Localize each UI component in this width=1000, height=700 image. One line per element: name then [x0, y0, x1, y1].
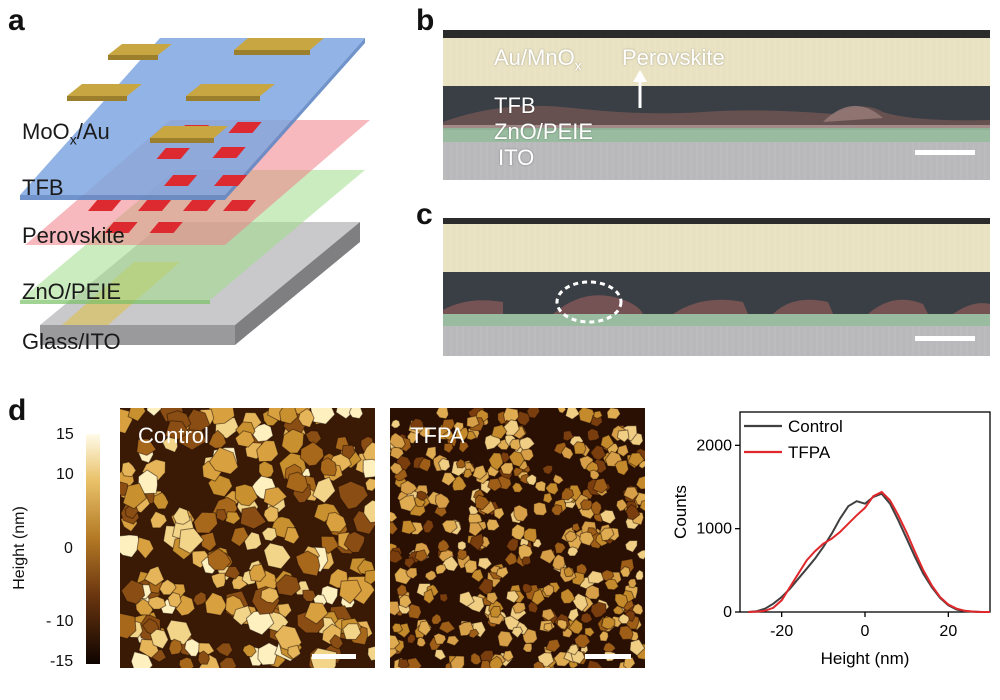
sem-label-ito: ITO: [498, 145, 535, 170]
afm-image-control: [120, 408, 375, 668]
void-highlight-circle: [555, 280, 623, 324]
layer-label-glass-ito: Glass/ITO: [22, 329, 121, 354]
scale-bar-c: [915, 336, 975, 341]
legend-label-control: Control: [788, 417, 843, 436]
sem-image-b: [443, 30, 990, 180]
colorbar-tick-minus15: -15: [50, 653, 74, 670]
afm-image-tfpa: [390, 408, 645, 668]
x-tick-label: -20: [770, 623, 793, 640]
afm-label-tfpa: TFPA: [410, 423, 465, 448]
scale-bar-afm-control: [312, 654, 356, 659]
y-tick-label: 1000: [696, 521, 732, 538]
gold-electrodes: [67, 38, 324, 143]
y-tick-label: 0: [723, 604, 732, 621]
sem-image-c: [443, 218, 990, 356]
sem-label-perovskite: Perovskite: [622, 45, 725, 70]
perovskite-grains-c: [443, 295, 990, 314]
colorbar: [86, 434, 100, 664]
scale-bar-afm-tfpa: [585, 654, 631, 659]
colorbar-tick-minus10: - 10: [46, 613, 74, 630]
scale-bar-b: [915, 150, 975, 155]
colorbar-tick-15: 15: [56, 426, 74, 443]
layer-label-zno-peie: ZnO/PEIE: [22, 279, 122, 304]
x-axis-label: Height (nm): [821, 649, 910, 668]
panel-c-label: c: [416, 198, 433, 231]
afm-label-control: Control: [138, 423, 209, 448]
y-tick-label: 2000: [696, 437, 732, 454]
sem-label-zno-peie: ZnO/PEIE: [494, 119, 594, 144]
height-histogram-chart: -20 0 20 0 1000 2000 Height (nm) Counts Control T…: [671, 411, 991, 668]
panel-b-label: b: [416, 4, 435, 37]
x-tick-label: 0: [861, 623, 870, 640]
afm-grains: [390, 408, 645, 668]
plot-frame: [739, 411, 991, 613]
sem-label-au-mnox: Au/MnOx: [494, 45, 582, 74]
layer-label-tfb: TFB: [22, 175, 64, 200]
panel-a-label: a: [8, 4, 25, 37]
colorbar-tick-0: 0: [64, 540, 73, 557]
x-tick-label: 20: [939, 623, 957, 640]
sem-label-tfb: TFB: [494, 93, 536, 118]
glass-ito-layer-side: [235, 222, 360, 345]
glass-ito-layer-front: [40, 325, 235, 345]
arrow-head: [633, 70, 647, 82]
panel-d-label: d: [8, 394, 27, 427]
tfb-layer: [20, 38, 365, 195]
layer-stack-diagram: [20, 38, 370, 345]
afm-grains: [120, 408, 375, 668]
legend-label-tfpa: TFPA: [788, 443, 831, 462]
y-axis-label: Counts: [671, 485, 690, 539]
colorbar-tick-10: 10: [56, 466, 74, 483]
series-line-tfpa: [748, 490, 990, 613]
layer-label-perovskite: Perovskite: [22, 223, 125, 248]
layer-label-mooxau: MoOx/Au: [22, 119, 110, 148]
colorbar-title: Height (nm): [11, 506, 28, 590]
